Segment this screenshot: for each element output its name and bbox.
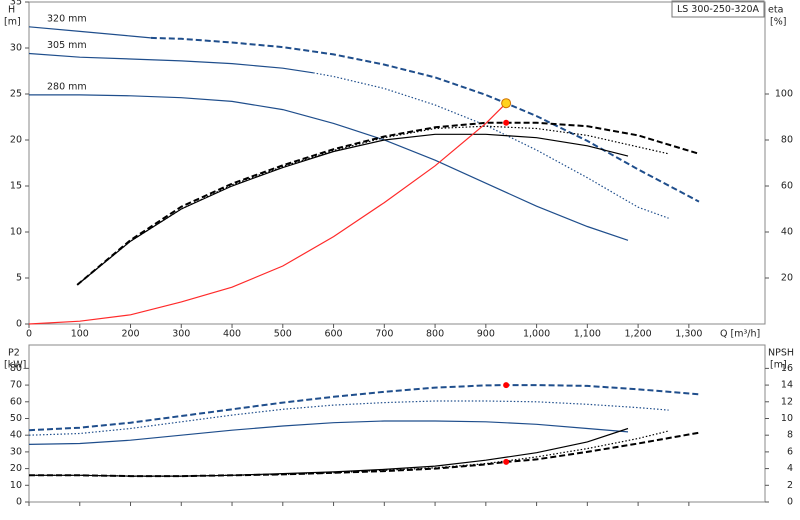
curve	[28, 420, 629, 445]
y2-tick-label: 14	[781, 380, 793, 391]
curve	[28, 26, 151, 39]
curve	[29, 431, 700, 478]
operating-point	[501, 98, 512, 109]
x-tick-label: 0	[26, 329, 32, 340]
y-tick-label: 15	[10, 181, 22, 192]
plot-frame	[28, 344, 766, 503]
x-tick-label: 1,000	[523, 329, 550, 340]
x-tick-label: 300	[172, 329, 190, 340]
y-tick-label: 70	[10, 380, 22, 391]
y2-axis-label: NPSH	[768, 348, 794, 359]
y-tick-label: 10	[10, 227, 22, 238]
x-tick-label: 1,300	[675, 329, 702, 340]
y2-tick-label: 40	[781, 227, 793, 238]
curve-label: 320 mm	[47, 13, 87, 24]
curve	[313, 72, 669, 219]
x-tick-label: 500	[274, 329, 292, 340]
y2-tick-label: 10	[781, 413, 793, 424]
y2-axis-unit: [m]	[770, 360, 787, 371]
y-tick-label: 10	[10, 480, 22, 491]
y-axis-label: P2	[8, 348, 20, 359]
curve	[28, 384, 700, 432]
y-axis-unit: [m]	[4, 17, 21, 28]
x-tick-label: 200	[121, 329, 139, 340]
x-tick-label: 400	[223, 329, 241, 340]
y2-tick-label: 0	[787, 497, 793, 508]
operating-point	[503, 119, 510, 126]
y2-tick-label: 80	[781, 135, 793, 146]
y-tick-label: 20	[10, 135, 22, 146]
y-tick-label: 80	[10, 363, 22, 374]
y-tick-label: 5	[16, 273, 22, 284]
y-tick-label: 30	[10, 446, 22, 457]
x-axis-label: Q [m³/h]	[720, 329, 760, 340]
y2-tick-label: 12	[781, 396, 793, 407]
curve	[150, 36, 700, 203]
y-tick-label: 60	[10, 396, 22, 407]
y2-tick-label: 20	[781, 273, 793, 284]
curve	[28, 52, 314, 74]
operating-point	[503, 458, 510, 465]
y-tick-label: 40	[10, 430, 22, 441]
y2-tick-label: 8	[787, 430, 793, 441]
curve-label: 305 mm	[47, 40, 87, 51]
y-axis-label: H	[8, 5, 15, 16]
y2-axis-label: eta	[768, 5, 783, 16]
x-tick-label: 100	[71, 329, 89, 340]
y-tick-label: 35	[10, 0, 22, 8]
y2-tick-label: 16	[781, 363, 793, 374]
y-tick-label: 0	[16, 497, 22, 508]
curve	[28, 400, 669, 436]
plot-frame	[28, 1, 766, 325]
chart-title: LS 300-250-320A	[677, 4, 760, 15]
y-tick-label: 50	[10, 413, 22, 424]
y2-axis-unit: [%]	[770, 17, 786, 28]
y2-tick-label: 2	[787, 480, 793, 491]
curve	[76, 125, 669, 286]
x-tick-label: 1,100	[574, 329, 601, 340]
x-tick-label: 1,200	[625, 329, 652, 340]
x-tick-label: 800	[426, 329, 444, 340]
operating-point	[503, 382, 510, 389]
y2-tick-label: 100	[775, 89, 793, 100]
x-tick-label: 600	[324, 329, 342, 340]
y2-tick-label: 6	[787, 446, 793, 457]
x-tick-label: 700	[375, 329, 393, 340]
y-tick-label: 0	[16, 319, 22, 330]
y-tick-label: 20	[10, 463, 22, 474]
y-tick-label: 25	[10, 89, 22, 100]
curve-label: 280 mm	[47, 81, 87, 92]
y-axis-unit: [kW]	[4, 360, 26, 371]
curve	[29, 94, 629, 241]
curve	[76, 121, 700, 286]
legend-box	[671, 0, 765, 18]
y2-tick-label: 60	[781, 181, 793, 192]
x-tick-label: 900	[477, 329, 495, 340]
curve	[29, 427, 629, 477]
y-tick-label: 30	[10, 43, 22, 54]
y2-tick-label: 4	[787, 463, 793, 474]
curve	[28, 102, 507, 325]
